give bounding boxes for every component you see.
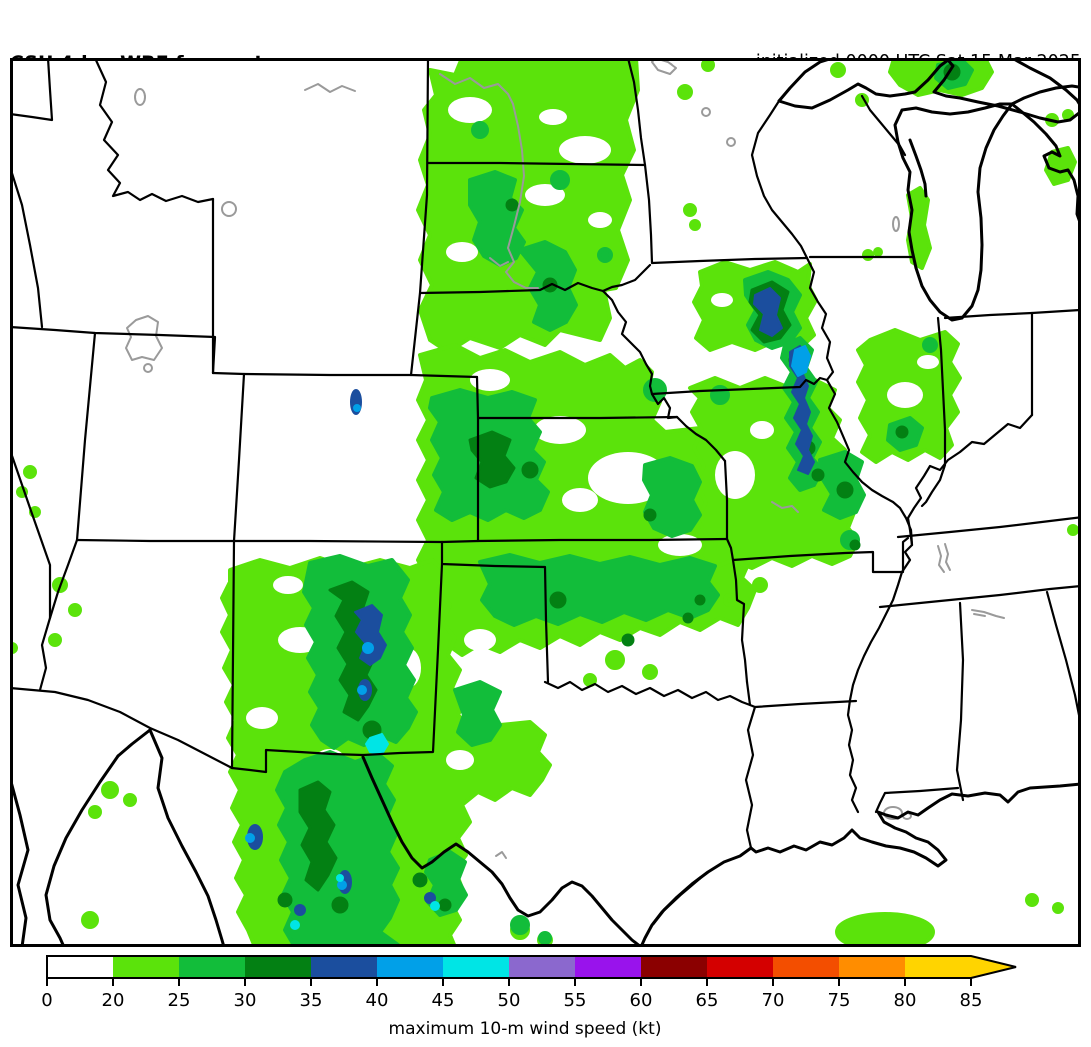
tick-label: 60: [630, 990, 653, 1011]
colorbar-outline: [46, 955, 1017, 979]
colorbar-segment: [839, 956, 905, 978]
colorbar-arrow: [971, 956, 1016, 978]
colorbar-segment: [575, 956, 641, 978]
colorbar-segment: [707, 956, 773, 978]
forecast-map: [10, 58, 1081, 947]
tick-label: 20: [102, 990, 125, 1011]
colorbar-tick-labels: 0 20 25 30 35 40 45 50 55 60 65 70 75 80…: [41, 990, 982, 1011]
colorbar-segment: [47, 956, 113, 978]
wind-contour-40kt: [245, 345, 811, 890]
colorbar: 0 20 25 30 35 40 45 50 55 60 65 70 75 80…: [41, 955, 1017, 1039]
tick-label: 40: [366, 990, 389, 1011]
colorbar-segment: [773, 956, 839, 978]
colorbar-segment: [311, 956, 377, 978]
tick-label: 45: [432, 990, 455, 1011]
tick-label: 0: [41, 990, 52, 1011]
colorbar-segment: [905, 956, 971, 978]
colorbar-segment: [509, 956, 575, 978]
colorbar-ticks: [46, 978, 972, 986]
colorbar-segment: [443, 956, 509, 978]
rivers-lakes: [125, 58, 1005, 859]
colorbar-segment: [245, 956, 311, 978]
tick-label: 75: [828, 990, 851, 1011]
colorbar-segment: [377, 956, 443, 978]
coastlines: [10, 58, 1081, 947]
tick-label: 55: [564, 990, 587, 1011]
tick-label: 50: [498, 990, 521, 1011]
tick-label: 30: [234, 990, 257, 1011]
tick-label: 35: [300, 990, 323, 1011]
wind-contour-45kt: [290, 733, 440, 930]
tick-label: 25: [168, 990, 191, 1011]
tick-label: 80: [894, 990, 917, 1011]
tick-label: 85: [960, 990, 983, 1011]
tick-label: 65: [696, 990, 719, 1011]
colorbar-segment: [641, 956, 707, 978]
tick-label: 70: [762, 990, 785, 1011]
colorbar-segments: [46, 955, 1017, 979]
colorbar-axis-label: maximum 10-m wind speed (kt): [389, 1019, 662, 1039]
colorbar-segment: [113, 956, 179, 978]
colorbar-segment: [179, 956, 245, 978]
state-borders: [10, 58, 1081, 850]
map-frame: [10, 58, 1081, 947]
